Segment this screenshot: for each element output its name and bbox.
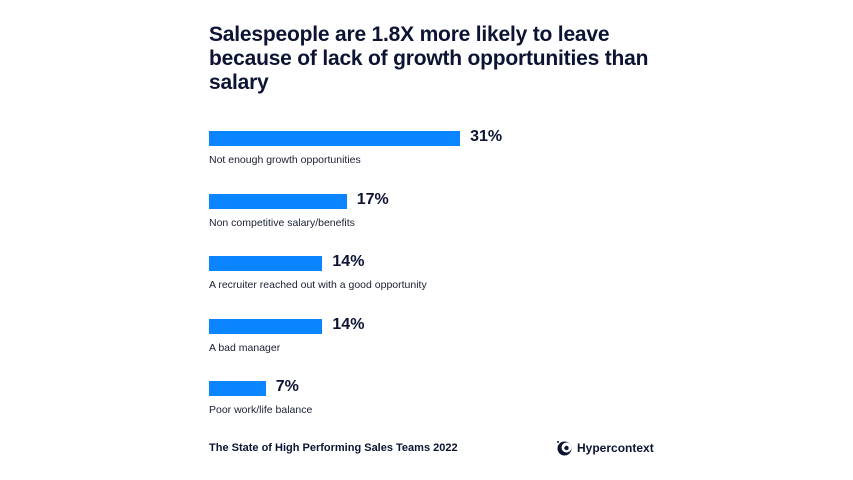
source-text: The State of High Performing Sales Teams… [209, 442, 458, 454]
bar-row: 7% Poor work/life balance [209, 378, 629, 441]
category-label: Not enough growth opportunities [209, 154, 361, 166]
data-label: 14% [332, 316, 365, 333]
bar [209, 194, 347, 209]
chart-title: Salespeople are 1.8X more likely to leav… [209, 23, 649, 94]
bar [209, 319, 323, 334]
bar [209, 131, 461, 146]
data-label: 17% [356, 191, 389, 208]
bar [209, 381, 266, 396]
brand-name: Hypercontext [577, 441, 654, 455]
category-label: Poor work/life balance [209, 404, 313, 416]
data-label: 31% [470, 128, 503, 145]
bar-row: 14% A bad manager [209, 316, 629, 379]
bar-row: 14% A recruiter reached out with a good o… [209, 253, 629, 316]
bar [209, 256, 323, 271]
hypercontext-logo-icon [557, 441, 572, 456]
brand-logo: Hypercontext [556, 440, 654, 456]
data-label: 7% [275, 378, 299, 395]
bar-row: 17% Non competitive salary/benefits [209, 191, 629, 254]
bar-row: 31% Not enough growth opportunities [209, 128, 629, 191]
category-label: A recruiter reached out with a good oppo… [209, 279, 427, 291]
category-label: A bad manager [209, 342, 281, 354]
category-label: Non competitive salary/benefits [209, 217, 355, 229]
data-label: 14% [332, 253, 365, 270]
